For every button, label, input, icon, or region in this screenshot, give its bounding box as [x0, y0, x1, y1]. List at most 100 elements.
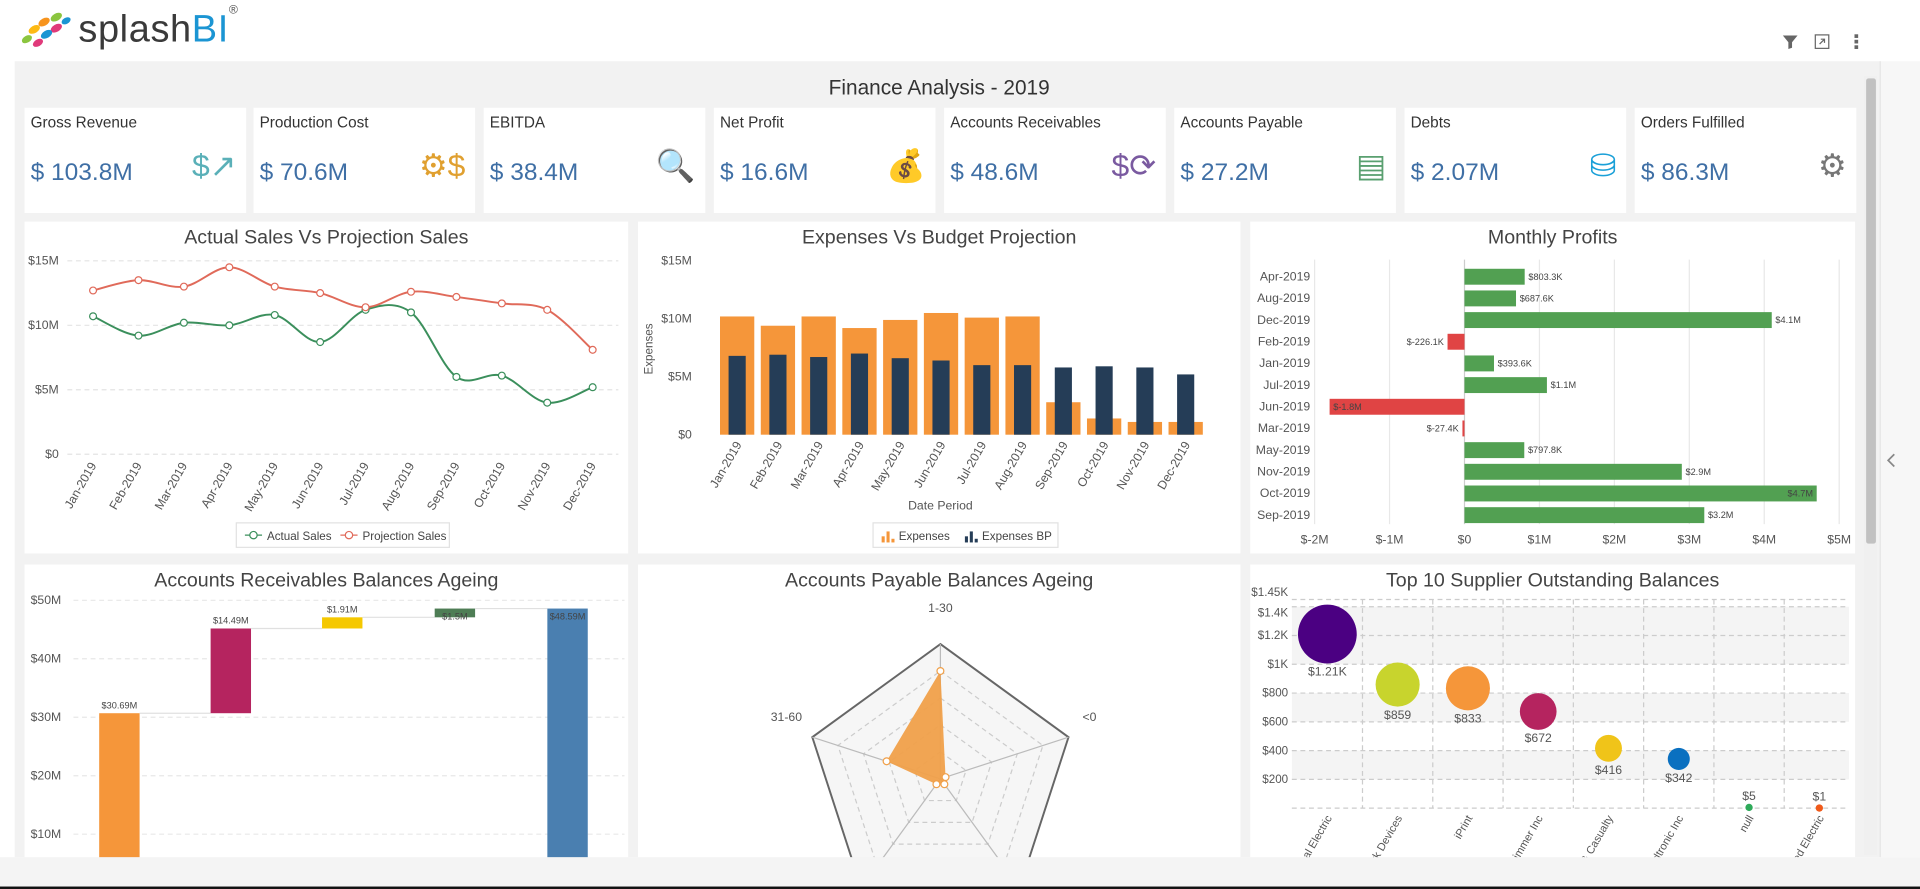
y-tick-label: Oct-2019: [1260, 486, 1311, 500]
data-point: [89, 286, 98, 295]
y-tick-label: $10M: [31, 827, 62, 841]
x-axis-title: Date Period: [908, 498, 973, 512]
waterfall-bar: [434, 608, 476, 618]
radar-axis-label: 1-30: [928, 601, 953, 615]
legend-marker-icon: [249, 530, 258, 540]
y-tick-label: Jun-2019: [1259, 399, 1310, 413]
kpi-card[interactable]: Production Cost $ 70.6M ⚙$: [253, 107, 476, 214]
data-point: [406, 308, 416, 317]
supplier-bubble: [1445, 666, 1490, 711]
kpi-value: $ 38.4M: [489, 159, 579, 187]
data-point: [270, 310, 279, 320]
data-label: $687.6K: [1520, 293, 1555, 303]
x-tick-label: Nov-2019: [1114, 439, 1153, 492]
more-vert-icon[interactable]: [1847, 33, 1867, 53]
invoice-icon: ▤: [1356, 146, 1387, 184]
legend-bar-icon: [891, 538, 895, 543]
legend-label: Projection Sales: [362, 530, 446, 543]
side-panel-toggle[interactable]: [1879, 61, 1920, 858]
kpi-card[interactable]: EBITDA $ 38.4M 🔍: [483, 107, 706, 214]
supplier-bubble: [1375, 662, 1420, 707]
data-point: [932, 780, 941, 789]
status-bar: [0, 857, 1920, 889]
supplier-bubble: [1297, 604, 1357, 664]
legend-marker-icon: [344, 530, 354, 540]
y-tick-label: Feb-2019: [1258, 334, 1311, 348]
radar-axis: [940, 736, 1069, 780]
data-label: $4.7M: [1788, 489, 1814, 499]
scrollbar-thumb[interactable]: [1866, 78, 1876, 544]
chevron-left-icon[interactable]: [1886, 453, 1898, 468]
y-tick-label: Jul-2019: [1263, 378, 1310, 392]
radar-area: [886, 671, 946, 785]
splashbi-logo[interactable]: splashBI®: [20, 3, 239, 54]
x-tick-label: $5M: [1827, 533, 1851, 547]
chart-title: Actual Sales Vs Projection Sales: [184, 227, 469, 249]
data-point: [316, 338, 325, 347]
dollar-cycle-icon: $⟳: [1111, 146, 1156, 184]
y-tick-label: $600: [1262, 716, 1288, 729]
kpi-label: Orders Fulfilled: [1640, 113, 1745, 132]
production-cost-icon: ⚙$: [419, 146, 466, 184]
x-tick-label: $0: [1458, 533, 1472, 547]
profit-bar: [1329, 398, 1465, 415]
sales-panel: Actual Sales Vs Projection Sales: [24, 221, 629, 554]
x-tick-label: $2M: [1602, 533, 1626, 547]
data-point: [497, 299, 506, 308]
logo-petals-icon: [21, 12, 71, 47]
data-point: [588, 345, 597, 354]
registered-mark: ®: [228, 3, 239, 17]
data-point: [225, 263, 234, 272]
kpi-card[interactable]: Accounts Payable $ 27.2M ▤: [1174, 107, 1396, 214]
data-label: $393.6K: [1498, 358, 1533, 368]
waterfall-bar: [547, 608, 588, 889]
data-point: [936, 666, 945, 676]
x-tick-label: Jul-2019: [336, 460, 372, 508]
kpi-card[interactable]: Orders Fulfilled $ 86.3M ⚙: [1634, 107, 1857, 214]
profit-bar: [1464, 355, 1494, 372]
expand-icon[interactable]: [1812, 33, 1832, 53]
y-tick-label: Mar-2019: [1258, 421, 1311, 435]
profit-bar: [1447, 333, 1465, 350]
expense-bp-bar: [810, 357, 828, 435]
data-point: [588, 383, 597, 392]
x-tick-label: Feb-2019: [747, 439, 785, 492]
kpi-label: EBITDA: [489, 113, 546, 132]
x-tick-label: May-2019: [242, 460, 281, 514]
radar-axis-label: 31-60: [771, 710, 802, 724]
kpi-value: $ 48.6M: [950, 159, 1039, 187]
y-tick-label: $200: [1262, 773, 1288, 786]
chart-title: Accounts Payable Balances Ageing: [785, 570, 1094, 592]
data-label: $1: [1813, 790, 1827, 804]
expense-bp-bar: [850, 353, 869, 435]
x-tick-label: Jun-2019: [289, 460, 327, 511]
data-label: $1.5M: [442, 612, 467, 622]
data-label: $3.2M: [1708, 510, 1734, 520]
data-point: [940, 780, 949, 789]
weight-dollar-icon: ⛁: [1589, 146, 1617, 184]
expense-bp-bar: [1177, 374, 1195, 435]
data-label: $1.1M: [1551, 380, 1576, 390]
kpi-card[interactable]: Net Profit $ 16.6M 💰: [713, 107, 936, 214]
y-tick-label: $5M: [668, 369, 692, 383]
data-label: $-226.1K: [1407, 337, 1445, 347]
kpi-card[interactable]: Accounts Receivables $ 48.6M $⟳: [944, 107, 1166, 214]
y-tick-label: Jan-2019: [1259, 356, 1310, 370]
filter-icon[interactable]: [1780, 33, 1800, 53]
radar-gridline: [837, 670, 1044, 867]
profit-bar: [1464, 442, 1525, 459]
data-point: [361, 303, 370, 312]
x-tick-label: Aug-2019: [991, 439, 1030, 492]
kpi-card[interactable]: Debts $ 2.07M ⛁: [1404, 107, 1627, 214]
kpi-value: $ 86.3M: [1640, 159, 1730, 187]
data-label: $342: [1665, 771, 1692, 785]
y-tick-label: $15M: [661, 253, 692, 267]
grid-band: [1291, 693, 1849, 722]
expense-bp-bar: [932, 360, 950, 435]
x-tick-label: Nov-2019: [515, 460, 554, 513]
data-point: [134, 331, 143, 340]
kpi-card[interactable]: Gross Revenue $ 103.8M $↗: [24, 107, 247, 214]
y-tick-label: Dec-2019: [1257, 313, 1310, 327]
profit-bar: [1464, 507, 1705, 524]
